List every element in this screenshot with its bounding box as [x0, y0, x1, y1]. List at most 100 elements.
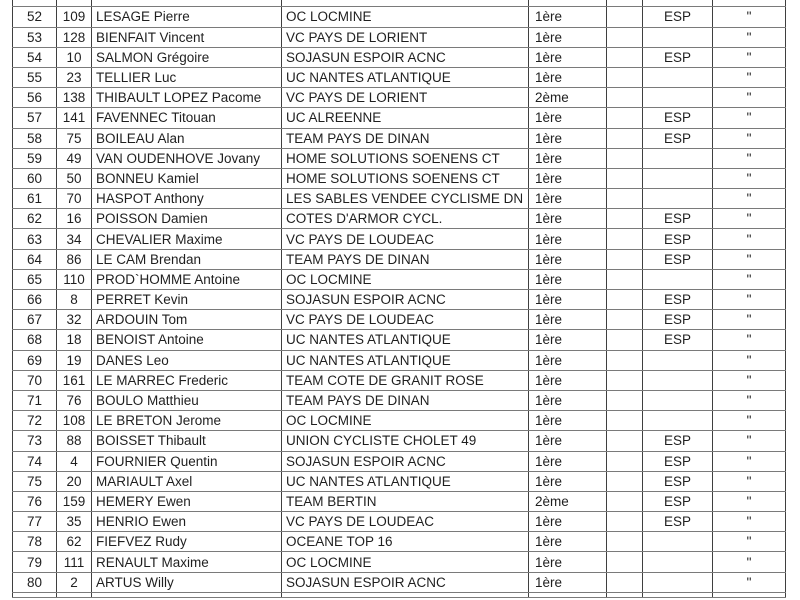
club-cell [282, 0, 529, 7]
table-row: 60 50 BONNEU Kamiel HOME SOLUTIONS SOENE… [12, 168, 786, 190]
category-cell: 1ère [529, 249, 607, 269]
rank-cell: 78 [12, 532, 57, 552]
spacer-cell [607, 532, 643, 552]
category-cell: 1ère [529, 128, 607, 148]
club-cell: SOJASUN ESPOIR ACNC [282, 451, 529, 471]
club-cell: VC PAYS DE LOUDEAC [282, 229, 529, 249]
spacer-cell [607, 370, 643, 390]
club-cell: HOME SOLUTIONS SOENENS CT [282, 148, 529, 168]
rank-cell: 74 [12, 451, 57, 471]
partial-row-bottom [12, 592, 786, 599]
bib-cell: 16 [57, 209, 92, 229]
table-row: 66 8 PERRET Kevin SOJASUN ESPOIR ACNC 1è… [12, 290, 786, 311]
category-cell: 1ère [529, 390, 607, 411]
bib-cell: 138 [57, 88, 92, 108]
category-cell: 1ère [529, 189, 607, 209]
esp-cell: ESP [643, 512, 713, 532]
esp-cell [643, 390, 713, 411]
category-cell: 1ère [529, 350, 607, 370]
category-cell: 1ère [529, 67, 607, 88]
table-row: 77 35 HENRIO Ewen VC PAYS DE LOUDEAC 1èr… [12, 512, 786, 533]
spacer-cell [607, 7, 643, 27]
esp-cell: ESP [643, 47, 713, 67]
spacer-cell [607, 330, 643, 350]
ditto-cell: " [713, 350, 786, 370]
spacer-cell [607, 471, 643, 491]
ditto-cell: " [713, 290, 786, 310]
ditto-cell: " [713, 47, 786, 67]
esp-cell [643, 189, 713, 209]
table-row: 67 32 ARDOUIN Tom VC PAYS DE LOUDEAC 1èr… [12, 310, 786, 331]
table-row: 62 16 POISSON Damien COTES D'ARMOR CYCL.… [12, 209, 786, 230]
ditto-cell: " [713, 572, 786, 592]
spacer-cell [607, 108, 643, 128]
esp-cell: ESP [643, 249, 713, 269]
bib-cell: 8 [57, 290, 92, 310]
table-row: 74 4 FOURNIER Quentin SOJASUN ESPOIR ACN… [12, 451, 786, 472]
ditto-cell: " [713, 431, 786, 451]
spacer-cell [607, 88, 643, 108]
spacer-cell [607, 572, 643, 592]
esp-cell: ESP [643, 108, 713, 128]
club-cell: OC LOCMINE [282, 552, 529, 572]
club-cell: LES SABLES VENDEE CYCLISME DN [282, 189, 529, 209]
partial-row-top [12, 0, 786, 8]
esp-cell [643, 411, 713, 431]
esp-cell [643, 572, 713, 592]
results-table: 52 109 LESAGE Pierre OC LOCMINE 1ère ESP… [12, 0, 786, 599]
club-cell [282, 592, 529, 598]
name-cell: ARDOUIN Tom [92, 310, 282, 330]
club-cell: UC NANTES ATLANTIQUE [282, 471, 529, 491]
club-cell: TEAM PAYS DE DINAN [282, 249, 529, 269]
spacer-cell [607, 249, 643, 269]
name-cell: ARTUS Willy [92, 572, 282, 592]
bib-cell [57, 0, 92, 7]
ditto-cell: " [713, 249, 786, 269]
table-row: 71 76 BOULO Matthieu TEAM PAYS DE DINAN … [12, 390, 786, 412]
table-row: 59 49 VAN OUDENHOVE Jovany HOME SOLUTION… [12, 148, 786, 169]
club-cell: TEAM BERTIN [282, 491, 529, 512]
category-cell: 1ère [529, 552, 607, 572]
table-body: 52 109 LESAGE Pierre OC LOCMINE 1ère ESP… [12, 7, 786, 593]
rank-cell: 60 [12, 168, 57, 189]
name-cell: FIEFVEZ Rudy [92, 532, 282, 552]
name-cell: CHEVALIER Maxime [92, 229, 282, 249]
club-cell: VC PAYS DE LOUDEAC [282, 512, 529, 532]
ditto-cell: " [713, 330, 786, 350]
esp-cell: ESP [643, 471, 713, 491]
bib-cell: 2 [57, 572, 92, 592]
spacer-cell [607, 269, 643, 290]
ditto-cell: " [713, 108, 786, 128]
rank-cell: 69 [12, 350, 57, 370]
bib-cell: 70 [57, 189, 92, 209]
name-cell: HENRIO Ewen [92, 512, 282, 532]
rank-cell: 64 [12, 249, 57, 269]
name-cell: BENOIST Antoine [92, 330, 282, 350]
esp-cell: ESP [643, 431, 713, 451]
bib-cell: 62 [57, 532, 92, 552]
table-row: 72 108 LE BRETON Jerome OC LOCMINE 1ère … [12, 411, 786, 432]
name-cell: BONNEU Kamiel [92, 168, 282, 189]
ditto-cell: " [713, 491, 786, 512]
category-cell: 1ère [529, 7, 607, 27]
rank-cell: 70 [12, 370, 57, 390]
table-row: 61 70 HASPOT Anthony LES SABLES VENDEE C… [12, 189, 786, 210]
table-row: 73 88 BOISSET Thibault UNION CYCLISTE CH… [12, 431, 786, 452]
esp-cell [643, 88, 713, 108]
name-cell: BOULO Matthieu [92, 390, 282, 411]
category-cell: 1ère [529, 310, 607, 330]
rank-cell: 79 [12, 552, 57, 572]
name-cell: VAN OUDENHOVE Jovany [92, 148, 282, 168]
bib-cell: 20 [57, 471, 92, 491]
bib-cell: 49 [57, 148, 92, 168]
esp-cell [643, 370, 713, 390]
name-cell: PROD`HOMME Antoine [92, 269, 282, 290]
esp-cell: ESP [643, 209, 713, 229]
rank-cell: 73 [12, 431, 57, 451]
rank-cell: 66 [12, 290, 57, 310]
spacer-cell [607, 310, 643, 330]
table-row: 63 34 CHEVALIER Maxime VC PAYS DE LOUDEA… [12, 229, 786, 250]
bib-cell: 76 [57, 390, 92, 411]
bib-cell: 108 [57, 411, 92, 431]
